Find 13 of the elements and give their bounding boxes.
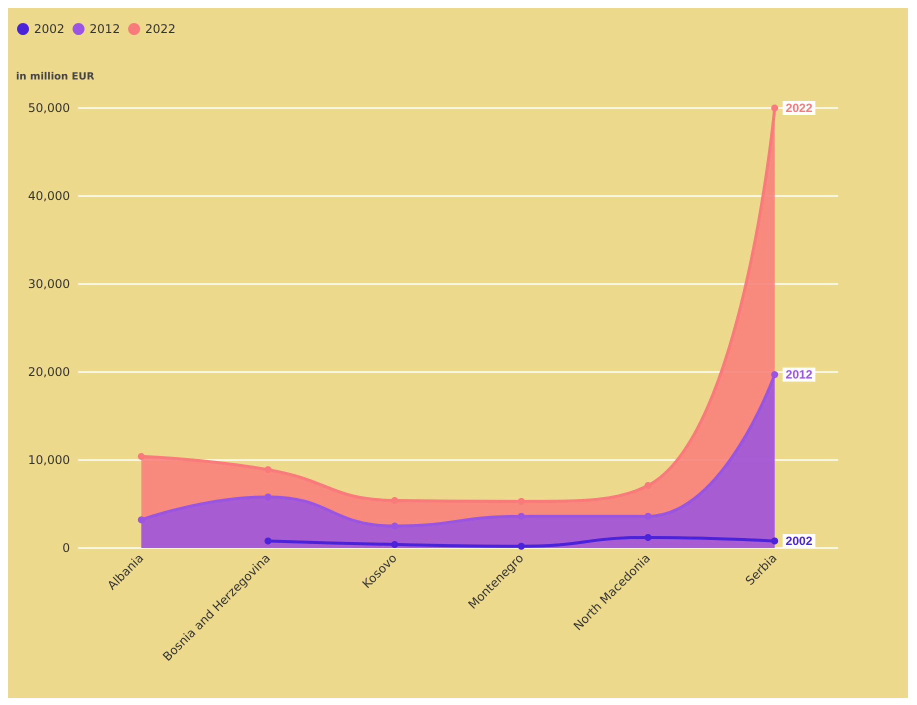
text: 2012	[786, 368, 812, 382]
legend-label: 2012	[90, 22, 120, 36]
legend-label: 2022	[145, 22, 176, 36]
y-tick-label: 20,000	[28, 365, 70, 379]
y-tick-label: 30,000	[28, 277, 70, 291]
y-axis-title: in million EUR	[16, 72, 95, 82]
y-tick-label: 50,000	[28, 101, 70, 115]
y-tick-label: 10,000	[28, 453, 70, 467]
legend-label: 2002	[34, 22, 65, 36]
y-tick-label: 40,000	[28, 189, 70, 203]
text: 2022	[786, 101, 812, 115]
text: 2002	[786, 534, 812, 548]
y-tick-label: 0	[62, 541, 70, 555]
